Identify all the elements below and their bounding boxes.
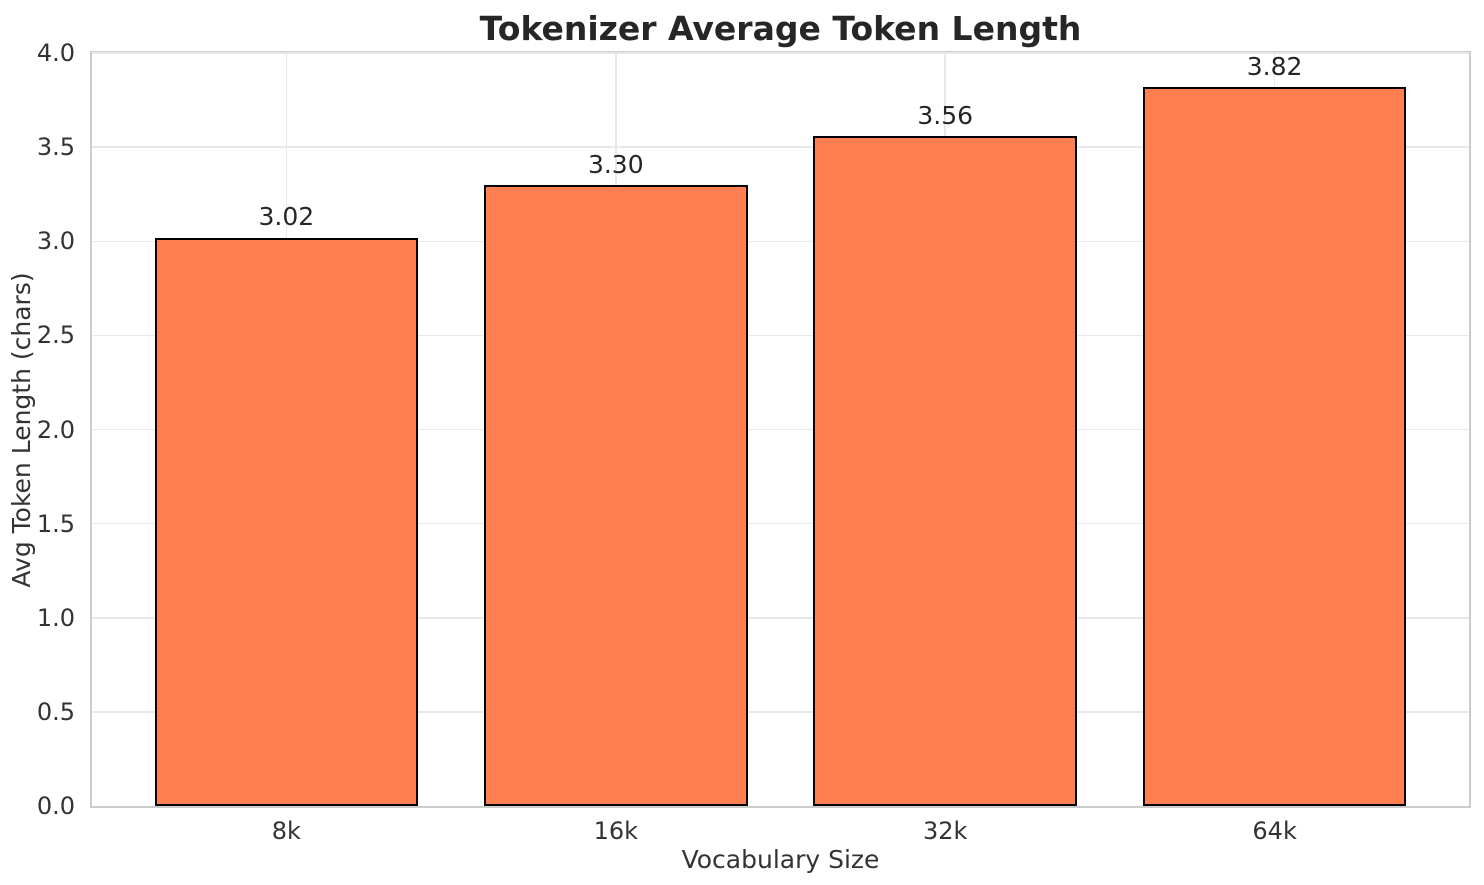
y-tick-label-3.5: 3.5 [36,133,75,162]
h-gridline-2 [92,428,1469,431]
bar-64k [1142,86,1407,806]
h-gridline-1.5 [92,522,1469,525]
bar-16k [484,184,748,806]
bar-8k [154,237,419,806]
y-tick-label-3.0: 3.0 [36,227,75,256]
x-tick-label-8k: 8k [271,817,301,845]
bar-value-label-16k: 3.30 [587,149,644,179]
y-tick-label-1.0: 1.0 [36,603,75,632]
y-tick-label-2.5: 2.5 [36,321,75,350]
bar-32k [813,135,1077,806]
h-gridline-0.5 [92,711,1469,713]
chart-title: Tokenizer Average Token Length [479,9,1082,48]
h-gridline-2.5 [92,334,1469,337]
plot-area: 3.02 3.30 3.56 3.82 [90,51,1471,808]
x-tick-label-64k: 64k [1252,817,1297,845]
x-tick-label-32k: 32k [922,817,968,845]
y-tick-label-2.0: 2.0 [36,415,75,444]
bar-value-label-64k: 3.82 [1246,51,1303,81]
h-gridline-3.5 [92,146,1469,148]
bar-value-label-32k: 3.56 [917,100,974,130]
y-tick-label-0.5: 0.5 [36,697,75,726]
x-axis-label: Vocabulary Size [681,845,880,874]
h-gridline-1 [92,617,1469,619]
y-tick-label-1.5: 1.5 [36,509,75,538]
h-gridline-4 [92,52,1469,54]
bar-value-label-8k: 3.02 [258,202,315,232]
y-tick-label-0.0: 0.0 [36,792,75,820]
h-gridline-3 [92,240,1469,242]
x-tick-label-16k: 16k [593,817,638,845]
y-tick-label-4.0: 4.0 [36,39,75,67]
